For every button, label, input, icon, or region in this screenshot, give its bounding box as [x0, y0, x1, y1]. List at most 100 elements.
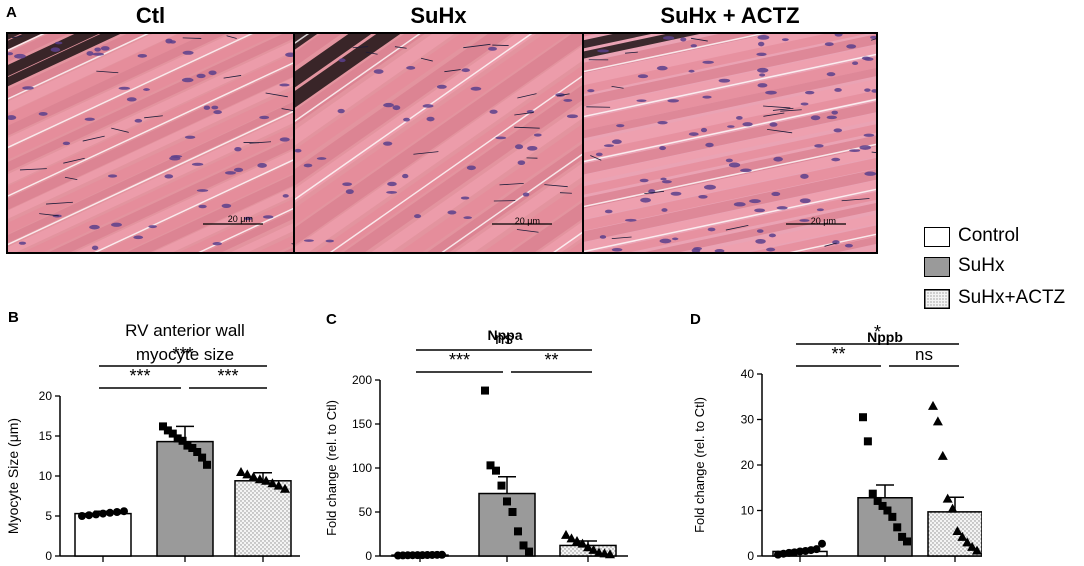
- data-point: [92, 510, 100, 519]
- fiber-band: [584, 157, 876, 252]
- significance-label: **: [831, 344, 845, 364]
- fiber-band: [295, 34, 582, 252]
- nucleus: [833, 128, 843, 133]
- nucleus: [861, 56, 871, 60]
- nucleus: [234, 146, 242, 152]
- fiber-band: [584, 103, 876, 238]
- measurement-line: [463, 43, 491, 49]
- data-point: [942, 493, 953, 503]
- fiber-band: [8, 34, 293, 188]
- nucleus: [662, 36, 675, 40]
- nucleus: [727, 125, 735, 128]
- fiber-band: [8, 34, 293, 247]
- nucleus: [514, 144, 524, 150]
- measurement-line: [514, 126, 540, 129]
- y-tick-label: 200: [352, 373, 372, 387]
- nucleus: [213, 110, 222, 115]
- fiber-band: [584, 34, 876, 163]
- fiber-band: [584, 34, 876, 149]
- nucleus: [488, 46, 497, 51]
- fiber-band: [584, 168, 876, 252]
- fiber-band: [584, 34, 876, 120]
- data-point: [903, 537, 911, 546]
- data-point: [198, 453, 207, 462]
- data-point: [113, 508, 121, 516]
- measurement-line: [420, 57, 433, 62]
- measurement-line: [841, 198, 870, 202]
- fiber-band: [295, 34, 582, 246]
- nucleus: [587, 89, 595, 93]
- data-point: [280, 483, 290, 493]
- data-point: [888, 512, 897, 521]
- nucleus: [691, 248, 701, 252]
- fiber-band: [584, 82, 876, 213]
- data-point: [952, 525, 963, 535]
- nucleus: [776, 206, 788, 210]
- measurement-line: [444, 69, 461, 73]
- nucleus: [781, 38, 789, 42]
- y-tick-label: 150: [352, 417, 372, 431]
- measurement-line: [64, 176, 78, 181]
- nucleus: [757, 35, 770, 40]
- nucleus: [345, 189, 354, 195]
- data-point: [937, 450, 948, 460]
- measurement-line: [46, 201, 73, 205]
- data-point: [972, 545, 982, 555]
- fiber-band: [584, 39, 876, 171]
- nucleus: [100, 46, 110, 51]
- fiber-gap: [584, 34, 876, 108]
- nucleus: [134, 118, 143, 123]
- nucleus: [426, 116, 435, 122]
- data-point: [203, 460, 211, 469]
- nucleus: [566, 114, 579, 119]
- fiber-band: [584, 71, 876, 205]
- nucleus: [50, 47, 61, 52]
- measurement-line: [39, 213, 59, 217]
- nucleus: [826, 115, 838, 120]
- nucleus: [54, 41, 63, 45]
- nucleus: [637, 74, 649, 79]
- data-point: [193, 448, 202, 456]
- nucleus: [765, 90, 777, 95]
- measurement-line: [144, 115, 163, 119]
- data-point: [561, 529, 571, 539]
- nucleus: [470, 86, 482, 91]
- nucleus: [680, 37, 687, 42]
- fiber-band: [8, 34, 293, 252]
- nucleus: [181, 77, 194, 83]
- nucleus: [563, 98, 573, 102]
- chart-myocyte-size: B RV anterior wall myocyte size 0 5 10 15 20 Myo…: [5, 312, 300, 563]
- nucleus: [38, 112, 48, 116]
- nucleus: [373, 69, 384, 74]
- y-tick-label: 40: [741, 367, 755, 381]
- nucleus: [849, 149, 861, 152]
- legend-swatch-control: [924, 227, 950, 247]
- nucleus: [342, 182, 353, 186]
- nucleus: [757, 67, 769, 73]
- fiber-gap: [584, 154, 876, 252]
- measurement-line: [590, 155, 602, 161]
- nucleus: [22, 86, 34, 90]
- nucleus: [707, 227, 716, 232]
- nucleus: [62, 141, 71, 146]
- measurement-line: [871, 151, 876, 153]
- measurement-line: [12, 35, 23, 39]
- nucleus: [282, 194, 289, 198]
- nucleus: [863, 133, 875, 137]
- nucleus: [611, 139, 622, 144]
- measurement-line: [611, 86, 624, 89]
- nucleus: [690, 44, 697, 48]
- significance-label: **: [544, 350, 558, 370]
- nucleus: [754, 208, 766, 213]
- data-point: [812, 545, 821, 554]
- fiber-band: [8, 119, 293, 252]
- legend-label: SuHx: [958, 255, 1005, 276]
- nucleus: [8, 115, 17, 120]
- nucleus: [814, 144, 824, 148]
- fiber-gap: [295, 34, 582, 230]
- chart-title: Nppb: [867, 329, 903, 345]
- data-point: [236, 467, 246, 476]
- data-point: [957, 531, 968, 541]
- nucleus: [661, 208, 668, 212]
- panel-letter: B: [8, 312, 19, 326]
